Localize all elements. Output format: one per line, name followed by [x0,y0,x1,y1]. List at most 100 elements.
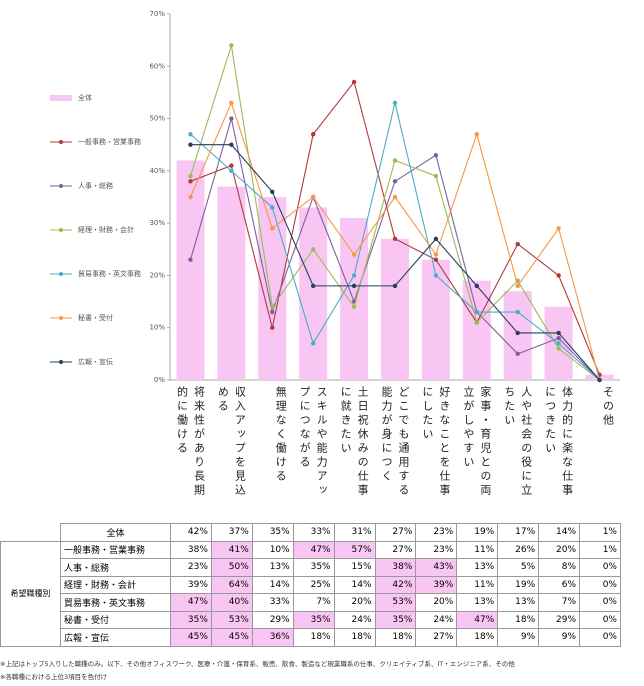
table-cell [1,524,61,542]
x-tick-label: 人や社会の役に立ちたい [502,386,533,498]
table-row: 広報・宣伝 45% 45% 36% 18% 18% 18% 27% 18% 9% 9% 0% [1,628,621,647]
x-tick-label: スキルや能力アップにつながる [298,386,329,498]
legend-marker [59,184,63,188]
legend-marker [59,360,63,364]
point [433,273,439,278]
table-cell: 39% [170,575,212,594]
table-cell: 13% [456,593,499,612]
table-cell: 0% [579,593,621,612]
point [351,273,357,278]
point [474,132,480,137]
bar [503,291,532,380]
table-row: 経理・財務・会計 39% 64% 14% 25% 14% 42% 39% 11% 19% 6% 0% [1,575,621,594]
table-cell: 38% [374,558,417,577]
x-tick-label: 無理なく働ける [274,386,288,484]
table-cell: 23% [170,558,212,577]
table-cell: 57% [333,540,376,559]
table-cell: 50% [210,558,253,577]
table-row: 希望職種別 一般事務・営業事務 38% 41% 10% 47% 57% 27% 23% 11% 26… [0,540,621,647]
table-cell: 23% [415,540,458,559]
table-cell: 39% [415,575,458,594]
point [310,194,316,200]
point [515,283,520,289]
point [270,309,275,315]
y-tick-label: 60% [149,62,165,70]
table-cell: 25% [292,575,335,594]
point [515,309,520,315]
x-tick-label: どこでも通用する能力が身につく [380,386,410,498]
footnote: ※各職種における上位3項目を色付け [0,673,108,681]
table-cell: 14% [538,523,581,542]
table-cell: 42% [170,523,212,542]
table-cell: 35% [251,523,294,542]
x-tick-label: その他 [601,386,615,428]
table-cell: 40% [210,593,253,612]
point [351,283,357,289]
y-tick-label: 0% [154,376,165,384]
table-cell: 47% [292,540,335,559]
table-cell: 9% [538,628,581,647]
x-tick-label: 好きなことを仕事にしたい [420,386,451,498]
point [433,173,439,179]
series-line [188,100,602,383]
table-cell: 27% [415,628,458,647]
legend-marker [59,272,63,276]
legend-marker [59,140,63,144]
table-cell: 19% [456,523,499,542]
point [229,142,234,147]
point [515,330,520,336]
table-cell: 29% [251,610,294,629]
table-cell: 38% [170,540,212,559]
y-tick-label: 30% [149,219,165,227]
point [310,341,316,346]
y-tick-label: 40% [149,167,165,175]
point [556,273,561,278]
legend-marker [59,316,63,320]
bar [381,238,409,380]
table-cell: 31% [333,523,376,542]
table-cell: 45% [210,628,253,647]
point [474,320,480,325]
point [188,173,193,179]
table-cell: 0% [579,575,621,594]
point [188,132,193,137]
x-tick-label: 将来性があり長期的に働ける [175,386,206,498]
table-row-label: 人事・総務 [60,558,171,577]
y-tick-label: 10% [149,324,165,332]
point [392,179,398,184]
point [433,236,439,242]
legend-label: 経理・財務・会計 [78,225,134,234]
point [229,43,234,48]
table-cell: 18% [456,628,499,647]
table-cell: 43% [415,558,458,577]
x-tick-label: 家事・育児との両立がしやすい [461,386,492,498]
point [188,142,193,147]
point [351,252,357,257]
y-tick-label: 20% [149,271,165,279]
point [270,189,275,194]
point [270,205,275,210]
table-cell: 24% [415,610,458,629]
table-cell: 36% [251,628,294,647]
point [556,226,561,231]
table-cell: 14% [251,575,294,594]
point [392,283,398,289]
table-cell: 20% [415,593,458,612]
table-cell: 11% [456,540,499,559]
table-cell: 18% [333,628,376,647]
series-line [188,43,602,383]
table-cell: 20% [538,540,581,559]
point [474,283,480,289]
legend-swatch [50,95,72,101]
point [351,304,357,309]
table-row: 貿易事務・英文事務 47% 40% 33% 7% 20% 53% 20% 13% 13% 7% 0% [1,593,621,612]
table-cell: 7% [292,593,335,612]
point [433,257,439,262]
table-cell: 37% [210,523,253,542]
table-cell: 26% [497,540,540,559]
table-row: 人事・総務 23% 50% 13% 35% 15% 38% 43% 13% 5% 8% 0% [1,558,621,577]
point [392,194,398,200]
table-cell: 35% [292,558,335,577]
point [229,163,234,168]
point [597,377,602,383]
